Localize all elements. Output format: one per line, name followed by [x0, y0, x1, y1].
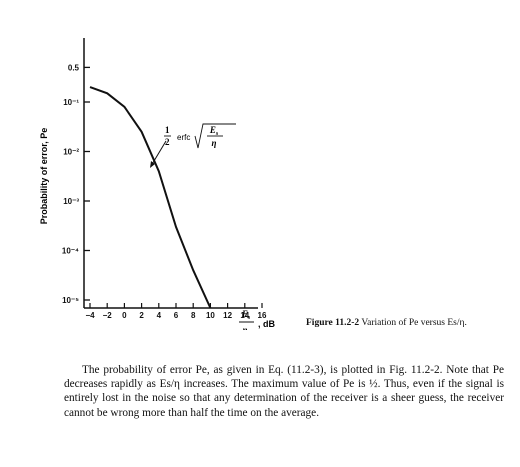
- x-tick-label: −2: [103, 311, 113, 320]
- x-tick-label: 12: [223, 311, 232, 320]
- svg-text:η: η: [212, 138, 217, 148]
- x-tick-label: 6: [174, 311, 179, 320]
- svg-text:η: η: [243, 325, 248, 330]
- svg-text:2: 2: [165, 137, 170, 147]
- svg-text:erfc: erfc: [177, 133, 190, 142]
- x-tick-label: 14: [240, 311, 249, 320]
- svg-text:1: 1: [165, 125, 170, 135]
- x-tick-label: −4: [85, 311, 95, 320]
- y-axis-label: Probability of error, Pe: [39, 128, 49, 225]
- figure-chart: 0.510⁻¹10⁻²10⁻³10⁻⁴10⁻⁵ −4 −2 0 2 4 6 8 10 12 14 1…: [39, 38, 275, 330]
- svg-text:Es: Es: [209, 125, 219, 137]
- y-tick-label: 10⁻¹: [63, 98, 79, 107]
- x-tick-label: 4: [157, 311, 162, 320]
- y-ticks: 0.5 10⁻¹ 10⁻² 10⁻³ 10⁻⁴ 10⁻⁵: [62, 63, 90, 305]
- y-tick-label: 10⁻²: [63, 148, 79, 157]
- body-paragraph: The probability of error Pe, as given in…: [64, 363, 504, 420]
- series-line: [89, 86, 212, 309]
- figure-caption: Figure 11.2-2 Variation of Pe versus Es/…: [306, 318, 467, 328]
- svg-text:Es: Es: [241, 309, 251, 321]
- x-tick-label: 8: [191, 311, 196, 320]
- figure-caption-text: Variation of Pe versus Es/η.: [361, 318, 467, 328]
- x-tick-label: 2: [139, 311, 144, 320]
- x-tick-label: 10: [206, 311, 215, 320]
- body-paragraph-text: The probability of error Pe, as given in…: [64, 364, 504, 419]
- x-tick-label: 16: [258, 311, 267, 320]
- x-tick-label: 0: [122, 311, 127, 320]
- y-tick-label: 0.5: [68, 63, 80, 72]
- y-tick-label: 10⁻⁴: [62, 247, 79, 256]
- y-tick-label: 10⁻⁵: [62, 296, 79, 305]
- curve-annotation: 1 2 erfc Es η: [150, 123, 236, 168]
- figure-caption-label: Figure 11.2-2: [306, 318, 360, 328]
- svg-text:, dB: , dB: [258, 319, 275, 329]
- y-tick-label: 10⁻³: [63, 197, 79, 206]
- x-ticks: −4 −2 0 2 4 6 8 10 12 14 16: [85, 303, 267, 320]
- x-axis-label: Es η , dB: [239, 309, 275, 330]
